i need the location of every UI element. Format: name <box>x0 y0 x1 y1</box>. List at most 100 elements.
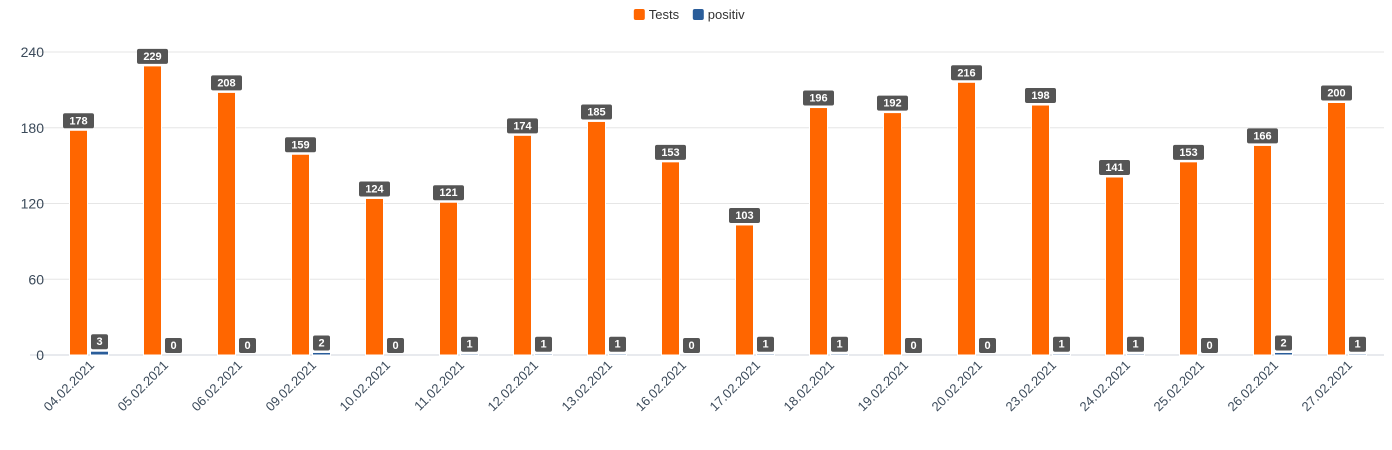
x-tick-label: 25.02.2021 <box>1150 358 1207 415</box>
data-label-box <box>433 185 464 201</box>
y-tick-label: 180 <box>21 120 45 136</box>
data-label-box <box>387 338 404 353</box>
bar-positiv[interactable] <box>1348 353 1367 356</box>
data-label-text: 1 <box>540 339 546 351</box>
data-label-text: 159 <box>291 139 309 151</box>
x-tick-label: 04.02.2021 <box>40 358 97 415</box>
bar-positiv[interactable] <box>830 353 849 356</box>
data-label: 153 <box>655 144 686 160</box>
data-label: 1 <box>831 336 848 352</box>
bar-tests[interactable] <box>1327 102 1346 356</box>
data-labels: 1783229020801592124012111741185115301031… <box>63 48 1366 353</box>
x-tick-label: 19.02.2021 <box>854 358 911 415</box>
data-label-text: 166 <box>1253 130 1271 142</box>
y-tick-label: 60 <box>28 271 44 287</box>
legend[interactable]: Tests positiv <box>633 7 745 22</box>
data-label-box <box>951 65 982 81</box>
bar-tests[interactable] <box>809 107 828 356</box>
bar-positiv[interactable] <box>1126 353 1145 356</box>
data-label: 1 <box>1053 336 1070 352</box>
x-tick-label: 05.02.2021 <box>114 358 171 415</box>
data-label-box <box>359 181 390 197</box>
data-label-box <box>1201 338 1218 353</box>
data-label-box <box>1053 336 1070 352</box>
legend-item[interactable]: Tests <box>633 7 680 22</box>
data-label-text: 141 <box>1105 162 1123 174</box>
data-label-text: 192 <box>883 98 901 110</box>
bar-positiv[interactable] <box>608 353 627 356</box>
data-label-box <box>581 104 612 120</box>
bar-positiv[interactable] <box>312 351 331 356</box>
data-label-box <box>683 338 700 353</box>
x-tick-label: 06.02.2021 <box>188 358 245 415</box>
x-tick-label: 26.02.2021 <box>1224 358 1281 415</box>
data-label-text: 200 <box>1327 88 1345 100</box>
bar-positiv[interactable] <box>1052 353 1071 356</box>
x-tick-label: 17.02.2021 <box>706 358 763 415</box>
bar-tests[interactable] <box>1031 104 1050 356</box>
data-label-text: 0 <box>244 340 250 352</box>
data-label-box <box>979 338 996 353</box>
bar-positiv[interactable] <box>756 353 775 356</box>
data-label: 1 <box>1349 336 1366 352</box>
data-label-text: 103 <box>735 210 753 222</box>
bar-tests[interactable] <box>883 112 902 356</box>
bar-tests[interactable] <box>1105 176 1124 356</box>
data-label-box <box>1099 159 1130 175</box>
data-label: 2 <box>1275 335 1292 351</box>
bar-positiv[interactable] <box>1274 351 1293 356</box>
data-label-text: 216 <box>957 67 975 79</box>
legend-item[interactable]: positiv <box>692 7 745 22</box>
data-label: 198 <box>1025 88 1056 104</box>
data-label: 192 <box>877 95 908 111</box>
data-label-text: 185 <box>587 106 605 118</box>
bar-tests[interactable] <box>1253 144 1272 356</box>
bar-tests[interactable] <box>957 81 976 356</box>
data-label: 2 <box>313 335 330 351</box>
bar-tests[interactable] <box>439 201 458 356</box>
bar-tests[interactable] <box>291 153 310 356</box>
data-label-box <box>137 48 168 64</box>
data-label-box <box>211 75 242 91</box>
x-axis-tick-labels: 04.02.2021 05.02.2021 06.02.2021 09.02.2021… <box>40 358 1355 415</box>
data-label-box <box>729 207 760 223</box>
bar-positiv[interactable] <box>460 353 479 356</box>
x-tick-label: 27.02.2021 <box>1298 358 1355 415</box>
data-label-box <box>285 137 316 153</box>
x-tick-label: 24.02.2021 <box>1076 358 1133 415</box>
data-label-text: 0 <box>170 340 176 352</box>
legend-label: positiv <box>708 7 745 22</box>
data-label: 3 <box>91 334 108 350</box>
bar-tests[interactable] <box>69 129 88 356</box>
data-label: 166 <box>1247 128 1278 144</box>
data-label-text: 198 <box>1031 90 1049 102</box>
data-label: 1 <box>757 336 774 352</box>
bar-tests[interactable] <box>513 134 532 356</box>
data-label-text: 3 <box>96 336 102 348</box>
data-label-text: 2 <box>1280 337 1286 349</box>
gridlines <box>30 51 1384 356</box>
bar-tests[interactable] <box>587 120 606 356</box>
data-label-box <box>1127 336 1144 352</box>
data-label-text: 1 <box>1354 339 1360 351</box>
bar-tests[interactable] <box>217 91 236 356</box>
data-label-text: 0 <box>688 340 694 352</box>
bar-positiv[interactable] <box>534 353 553 356</box>
data-label-text: 124 <box>365 183 384 195</box>
data-label: 103 <box>729 207 760 223</box>
bar-tests[interactable] <box>143 65 162 356</box>
data-label: 208 <box>211 75 242 91</box>
data-label-box <box>63 113 94 129</box>
bar-positiv[interactable] <box>90 350 109 356</box>
bar-tests[interactable] <box>1179 161 1198 356</box>
legend-label: Tests <box>649 7 680 22</box>
bar-tests[interactable] <box>735 224 754 356</box>
data-label: 178 <box>63 113 94 129</box>
data-label-box <box>91 334 108 350</box>
data-label: 0 <box>1201 338 1218 353</box>
bar-tests[interactable] <box>365 197 384 356</box>
bar-tests[interactable] <box>661 161 680 356</box>
data-label: 141 <box>1099 159 1130 175</box>
